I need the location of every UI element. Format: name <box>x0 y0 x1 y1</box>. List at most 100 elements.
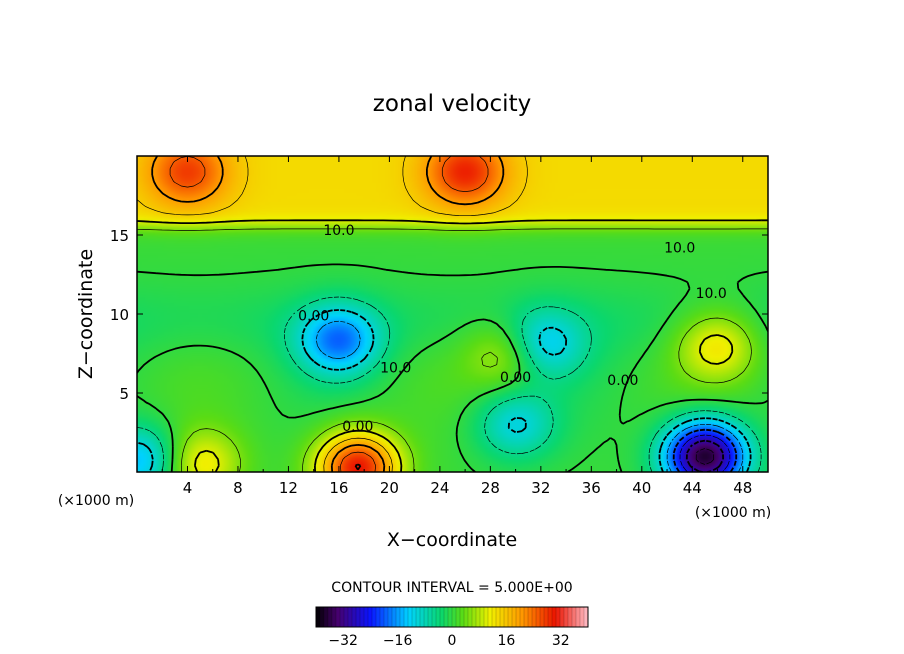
colorbar-swatch <box>320 607 325 627</box>
colorbar-tick-label: −16 <box>383 633 413 649</box>
colorbar-swatch <box>504 607 509 627</box>
contour-labels: 10.0 10.0 10.0 0.00 10.0 0.00 0.00 0.00 <box>298 223 727 435</box>
x-tick-label: 4 <box>183 479 193 497</box>
colorbar-swatch <box>344 607 349 627</box>
colorbar: −32 −16 0 16 32 <box>315 606 589 649</box>
colorbar-swatch <box>456 607 461 627</box>
colorbar-swatch <box>340 607 345 627</box>
x-axis-label: X−coordinate <box>387 529 517 551</box>
colorbar-swatch <box>372 607 377 627</box>
colorbar-swatch <box>536 607 541 627</box>
y-axis-label: Z−coordinate <box>75 249 97 379</box>
colorbar-swatch <box>460 607 465 627</box>
x-tick-label: 20 <box>380 479 399 497</box>
colorbar-swatch <box>436 607 441 627</box>
colorbar-swatch <box>540 607 545 627</box>
contour-label: 10.0 <box>323 223 354 239</box>
contour-label: 0.00 <box>607 373 638 389</box>
x-tick-label: 28 <box>481 479 500 497</box>
colorbar-swatch <box>364 607 369 627</box>
colorbar-swatch <box>444 607 449 627</box>
colorbar-swatch <box>388 607 393 627</box>
colorbar-swatch <box>532 607 537 627</box>
colorbar-swatch <box>332 607 337 627</box>
velocity-field-image <box>137 156 768 472</box>
colorbar-swatch <box>480 607 485 627</box>
y-tick-label: 15 <box>110 227 129 245</box>
contour-label: 10.0 <box>664 240 695 256</box>
contour-line <box>354 463 362 471</box>
x-tick-label: 16 <box>329 479 348 497</box>
colorbar-swatch <box>380 607 385 627</box>
colorbar-swatch <box>424 607 429 627</box>
colorbar-swatch <box>368 607 373 627</box>
colorbar-swatch <box>496 607 501 627</box>
contour-label: 0.00 <box>298 308 329 324</box>
contour-line <box>695 448 715 465</box>
colorbar-swatch <box>316 607 321 627</box>
contour-label: 10.0 <box>696 286 727 302</box>
colorbar-tick-label: −32 <box>328 633 358 649</box>
colorbar-swatch <box>376 607 381 627</box>
x-unit-label: (×1000 m) <box>695 505 771 521</box>
colorbar-swatch <box>324 607 329 627</box>
colorbar-swatch <box>416 607 421 627</box>
contour-label: 0.00 <box>342 419 373 435</box>
colorbar-swatch <box>360 607 365 627</box>
colorbar-swatch <box>476 607 481 627</box>
contour-interval-label: CONTOUR INTERVAL = 5.000E+00 <box>331 580 572 596</box>
colorbar-swatch <box>472 607 477 627</box>
colorbar-swatch <box>556 607 561 627</box>
colorbar-swatch <box>384 607 389 627</box>
contour-label: 10.0 <box>380 360 411 376</box>
colorbar-swatch <box>580 607 585 627</box>
colorbar-swatch <box>524 607 529 627</box>
colorbar-swatch <box>392 607 397 627</box>
x-tick-label: 40 <box>632 479 651 497</box>
contour-line <box>169 156 489 472</box>
colorbar-swatch <box>564 607 569 627</box>
contour-line <box>315 320 744 472</box>
contour-label: 0.00 <box>500 370 531 386</box>
colorbar-swatch <box>448 607 453 627</box>
x-tick-label: 36 <box>582 479 601 497</box>
colorbar-swatch <box>508 607 513 627</box>
x-tick-label: 8 <box>233 479 243 497</box>
colorbar-swatch <box>336 607 341 627</box>
x-tick-label: 32 <box>531 479 550 497</box>
colorbar-swatch <box>552 607 557 627</box>
colorbar-swatch <box>420 607 425 627</box>
colorbar-frame <box>315 606 589 628</box>
y-tick-label: 10 <box>110 306 129 324</box>
colorbar-swatch <box>452 607 457 627</box>
colorbar-swatch <box>516 607 521 627</box>
y-tick-label: 5 <box>119 385 129 403</box>
colorbar-swatch <box>568 607 573 627</box>
colorbar-swatch <box>396 607 401 627</box>
colorbar-swatch <box>428 607 433 627</box>
colorbar-tick-label: 32 <box>552 633 570 649</box>
chart-title: zonal velocity <box>373 91 531 117</box>
x-tick-label: 44 <box>683 479 702 497</box>
colorbar-swatch <box>352 607 357 627</box>
colorbar-swatch <box>488 607 493 627</box>
colorbar-swatch <box>328 607 333 627</box>
contour-lines <box>137 156 768 472</box>
y-unit-label: (×1000 m) <box>58 493 134 509</box>
x-axis: 4 8 12 16 20 24 28 32 36 40 44 48 <box>161 156 752 497</box>
contour-line <box>137 156 528 472</box>
contour-line <box>137 263 768 472</box>
colorbar-swatch <box>520 607 525 627</box>
x-tick-label: 24 <box>430 479 449 497</box>
contour-line <box>151 156 505 472</box>
y-axis: 5 10 15 <box>110 227 768 403</box>
colorbar-swatch <box>492 607 497 627</box>
velocity-field <box>137 156 768 472</box>
colorbar-swatch <box>544 607 549 627</box>
colorbar-swatch <box>408 607 413 627</box>
colorbar-swatch <box>576 607 581 627</box>
colorbar-swatch <box>572 607 577 627</box>
colorbar-swatch <box>560 607 565 627</box>
